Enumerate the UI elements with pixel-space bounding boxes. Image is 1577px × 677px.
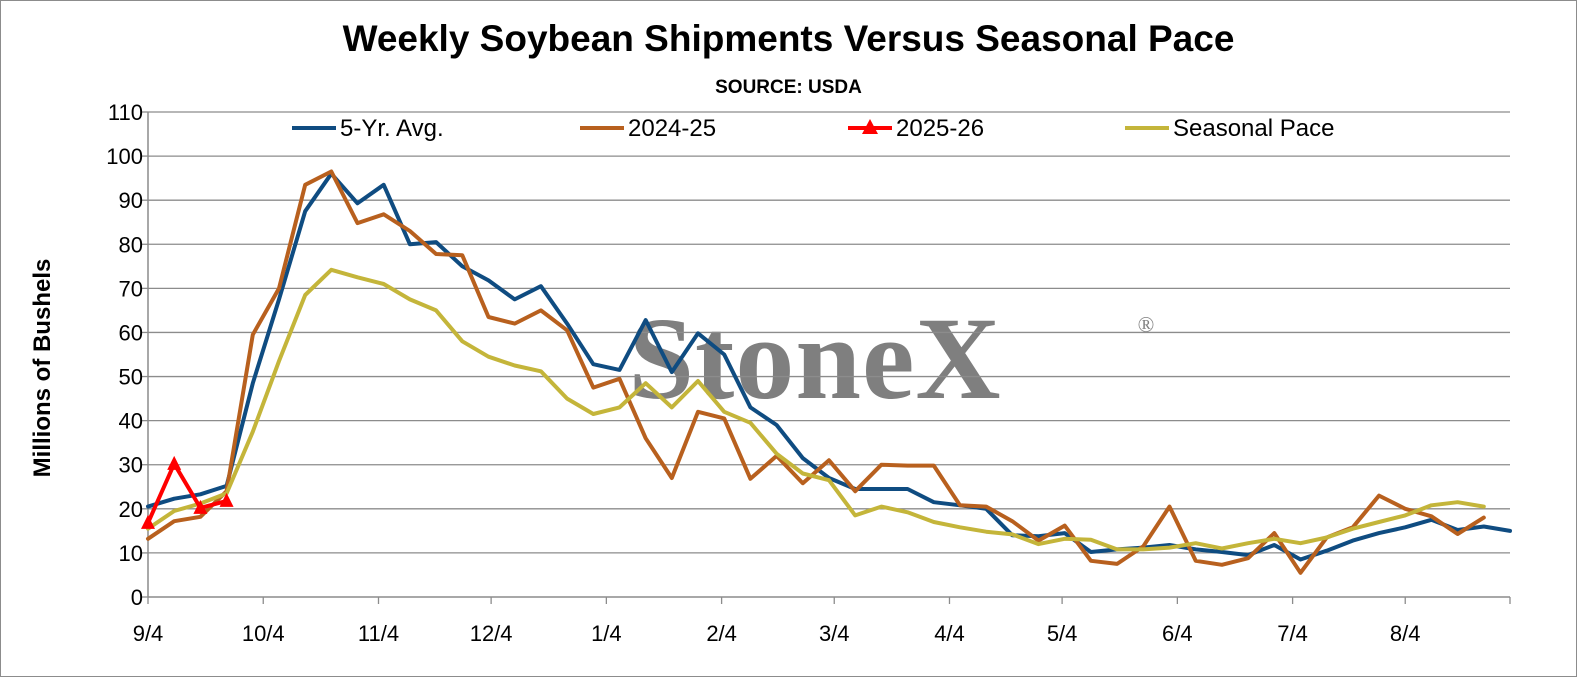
x-tick-label: 12/4 [470,621,513,646]
data-point-marker [219,492,234,507]
x-tick-label: 5/4 [1047,621,1078,646]
data-point-marker [167,455,182,470]
y-tick-label: 110 [108,100,143,125]
y-tick-label: 60 [119,320,143,345]
legend-label: Seasonal Pace [1173,115,1334,142]
legend-label: 2024-25 [628,115,716,142]
legend: 5-Yr. Avg. 2024-25 2025-26 Seasonal Pace [292,115,1334,142]
x-tick-label: 11/4 [358,621,399,646]
data-point-marker [141,514,155,529]
series-line-2024-25 [146,169,1486,575]
x-tick-label: 4/4 [934,621,965,646]
legend-label: 2025-26 [896,115,984,142]
y-tick-label: 0 [131,585,143,610]
legend-marker [862,119,878,134]
legend-label: 5-Yr. Avg. [340,115,444,142]
axes: 0 10 20 30 40 50 60 70 80 90 100 110 9/4 10/4 11/4 12/4… [106,100,1511,646]
watermark: StoneX ® [628,293,1154,424]
gridlines [148,111,1510,554]
y-tick-label: 100 [106,144,143,169]
x-tick-label: 1/4 [591,621,622,646]
series-line-2025-26 [146,461,229,525]
series-lines [141,169,1512,575]
x-tick-label: 10/4 [242,621,285,646]
x-tick-label: 9/4 [133,621,164,646]
y-tick-label: 80 [119,232,143,257]
y-tick-label: 70 [119,276,143,301]
x-tick-label: 8/4 [1390,621,1421,646]
x-tick-label: 2/4 [706,621,737,646]
data-point-marker [193,499,208,514]
x-tick-label: 6/4 [1162,621,1193,646]
x-tick-label: 7/4 [1277,621,1308,646]
y-tick-label: 40 [119,409,143,434]
series-line-seasonal-pace [146,267,1486,552]
y-tick-label: 20 [119,497,143,522]
y-tick-label: 50 [119,365,143,390]
chart-subtitle: SOURCE: USDA [715,77,862,98]
y-tick-label: 30 [119,453,143,478]
y-tick-label: 10 [119,541,143,566]
y-axis-title: Millions of Bushels [29,259,56,478]
chart-title: Weekly Soybean Shipments Versus Seasonal… [342,18,1235,59]
watermark-registered-mark: ® [1138,312,1155,337]
watermark-text: StoneX [628,293,1001,424]
y-tick-label: 90 [119,188,143,213]
x-tick-label: 3/4 [819,621,850,646]
